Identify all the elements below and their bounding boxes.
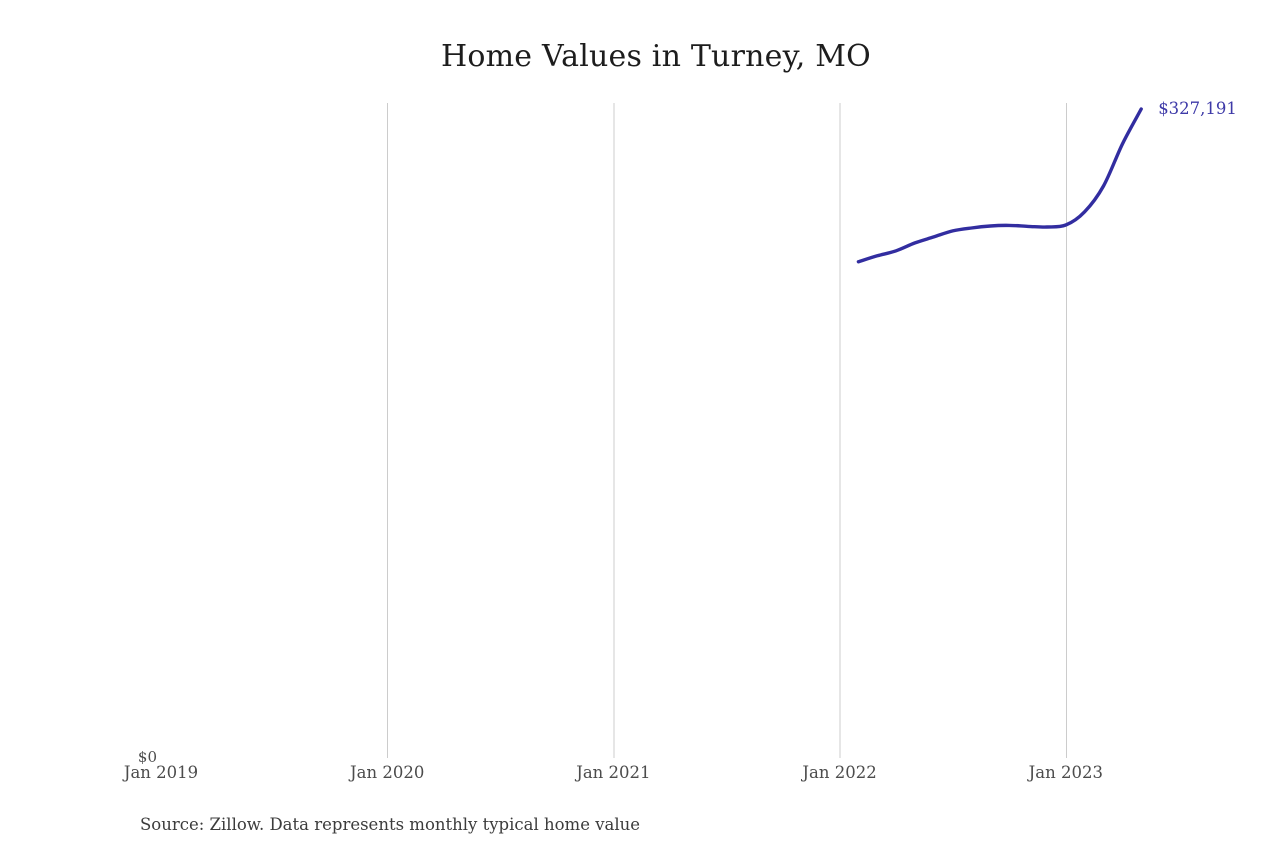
y-axis-zero-label: $0 (137, 748, 157, 766)
latest-value-label: $327,191 (1158, 99, 1237, 118)
x-tick-label: Jan 2023 (1028, 763, 1103, 782)
x-tick-label: Jan 2019 (123, 763, 199, 782)
x-tick-label: Jan 2021 (576, 763, 651, 782)
x-tick-label: Jan 2020 (350, 763, 425, 782)
source-note: Source: Zillow. Data represents monthly … (140, 815, 641, 834)
home-value-series-line (856, 107, 1143, 264)
chart-title: Home Values in Turney, MO (441, 39, 871, 74)
x-tick-label: Jan 2022 (802, 763, 877, 782)
